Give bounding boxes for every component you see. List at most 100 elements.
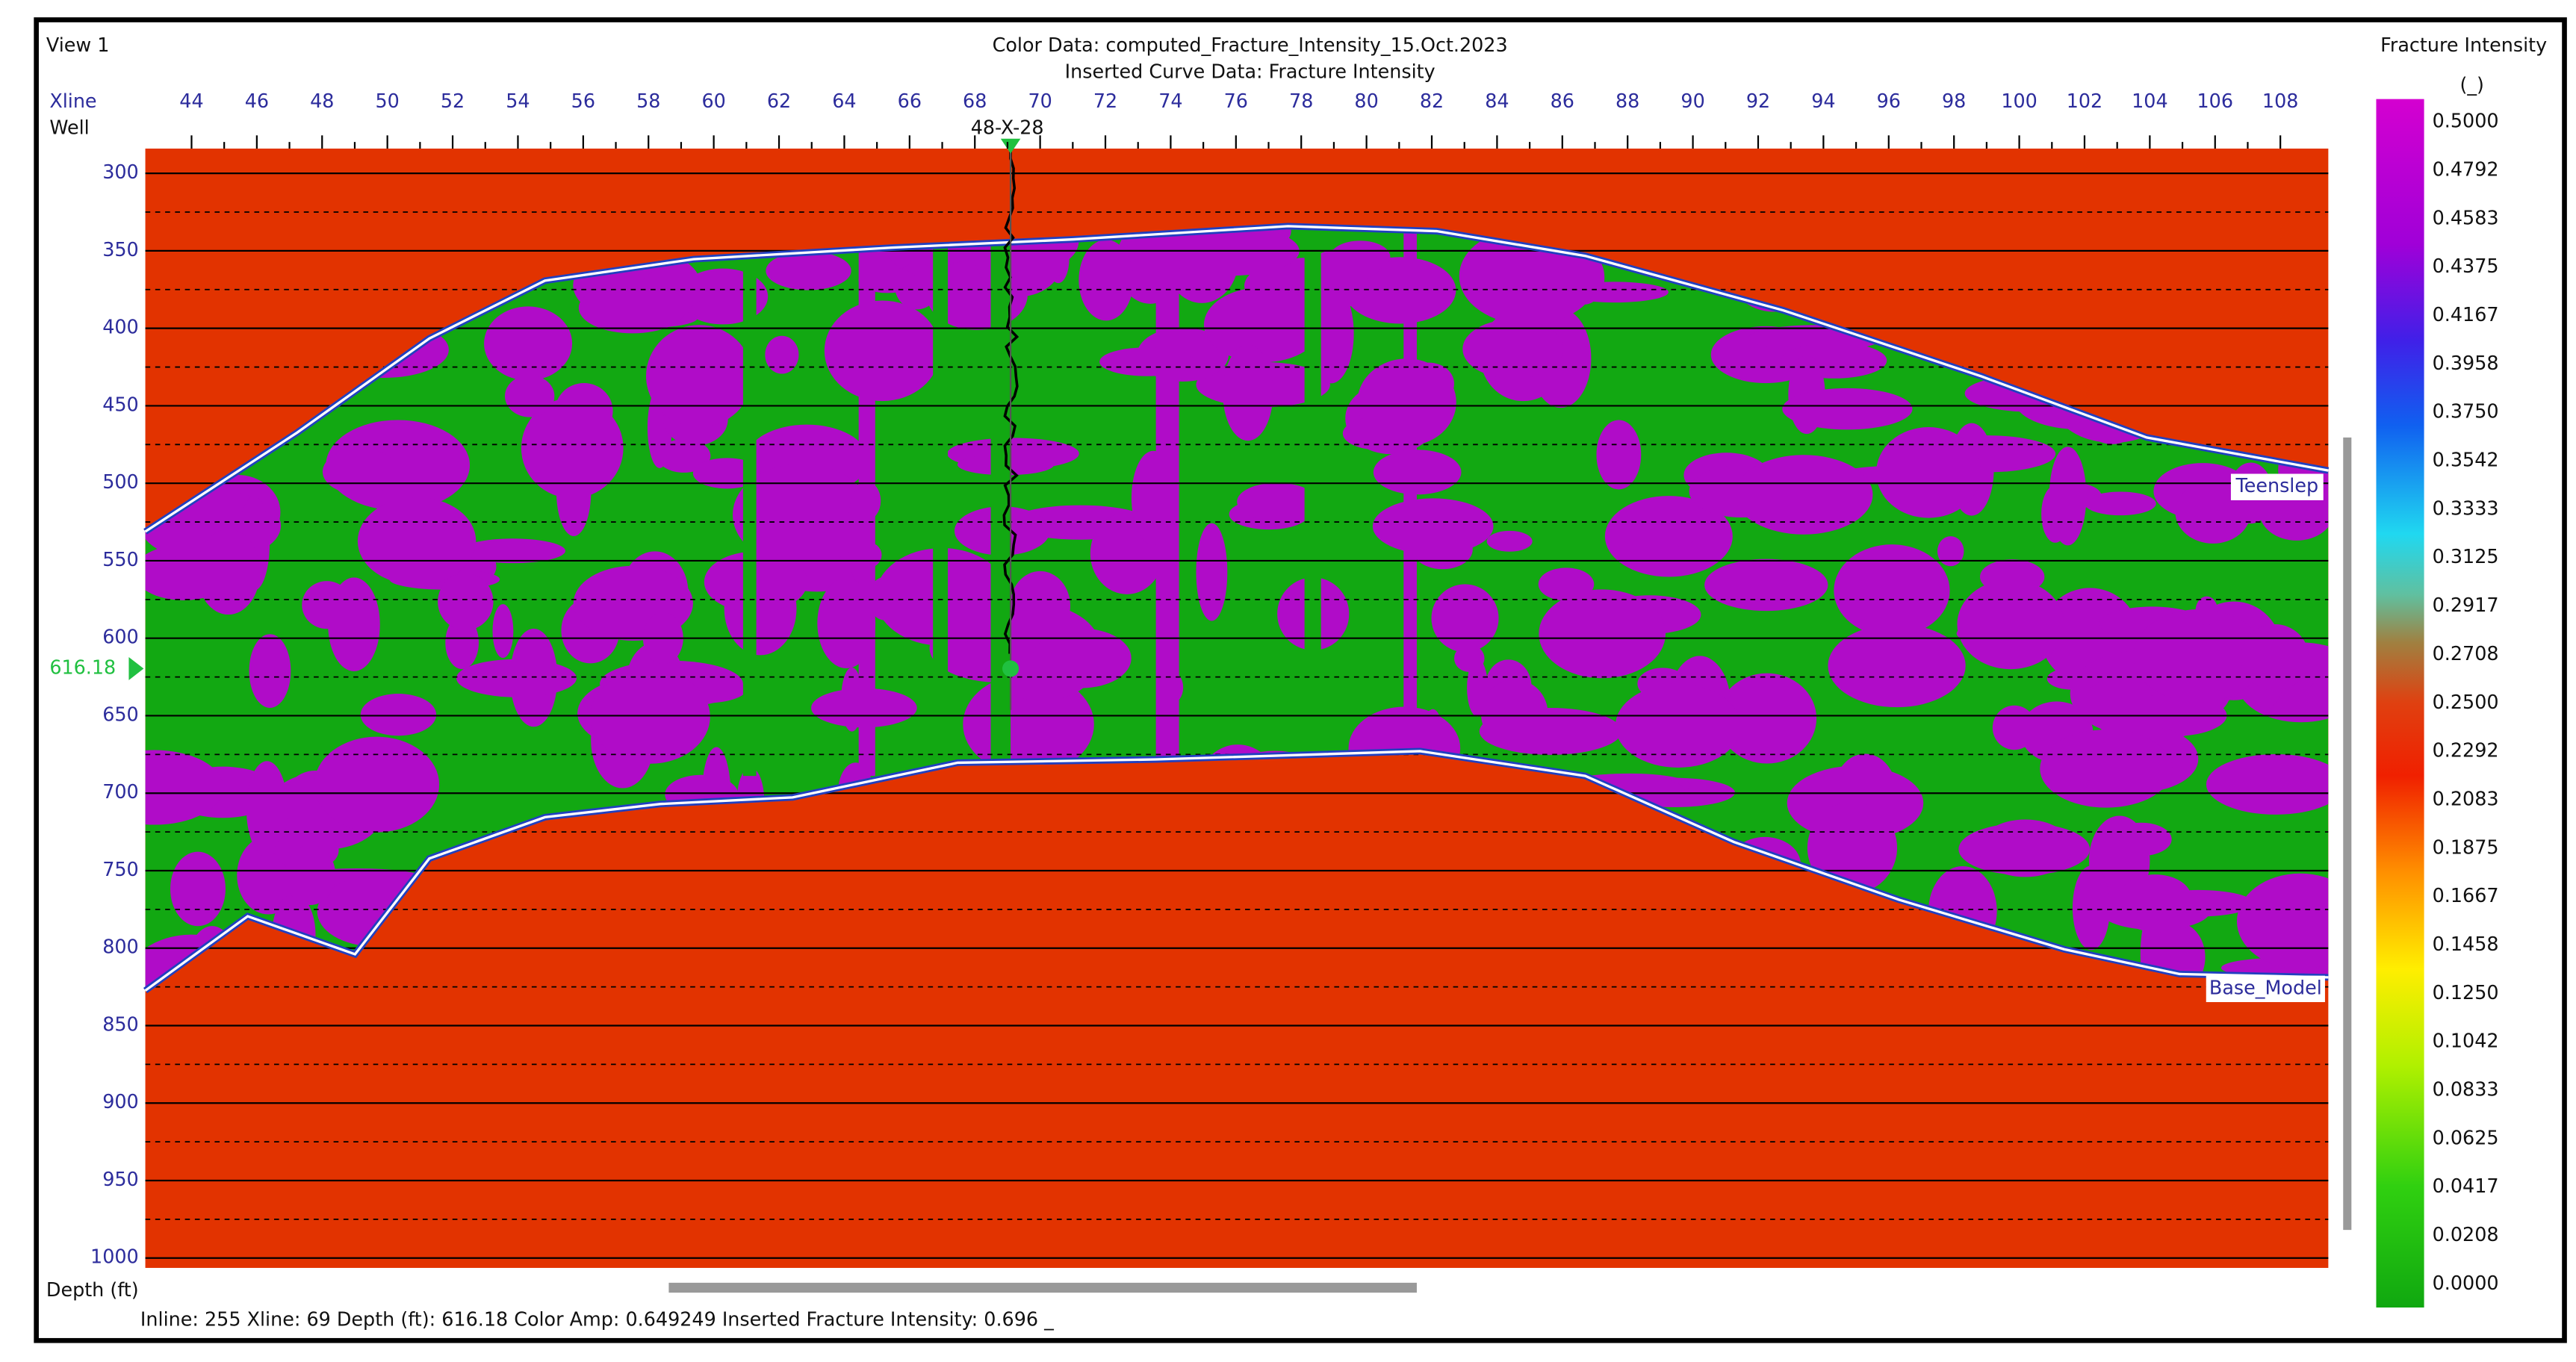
fracture-patch bbox=[1538, 568, 1595, 601]
colorbar-label: 0.0000 bbox=[2433, 1272, 2499, 1294]
fracture-patch bbox=[2133, 609, 2265, 703]
horizon-top bbox=[144, 225, 2329, 533]
fracture-patch bbox=[521, 397, 624, 499]
fracture-patch bbox=[246, 761, 288, 857]
fracture-patch bbox=[492, 604, 514, 659]
fracture-patch bbox=[1032, 628, 1132, 688]
fracture-patch bbox=[2206, 754, 2329, 815]
x-tick-label: 78 bbox=[1289, 90, 1313, 112]
depth-marker: 616.18 bbox=[49, 656, 116, 678]
y-tick-label: 350 bbox=[102, 238, 138, 261]
fracture-patch bbox=[2240, 624, 2309, 691]
fracture-patch bbox=[1237, 482, 1318, 521]
colorbar-label: 0.3125 bbox=[2433, 545, 2499, 568]
header-line: Color Data: computed_Fracture_Intensity_… bbox=[993, 34, 1508, 56]
fracture-patch bbox=[646, 325, 753, 427]
fracture-patch bbox=[1373, 450, 1462, 495]
fracture-patch bbox=[314, 736, 440, 833]
y-tick-label: 650 bbox=[102, 703, 138, 725]
x-tick-label: 88 bbox=[1616, 90, 1639, 112]
fracture-patch bbox=[1479, 707, 1622, 755]
colorbar-label: 0.2292 bbox=[2433, 739, 2499, 762]
horizon-label: Base_Model bbox=[2209, 976, 2322, 998]
x-tick-label: 94 bbox=[1811, 90, 1835, 112]
fracture-patch bbox=[1704, 559, 1828, 612]
colorbar-label: 0.3333 bbox=[2433, 497, 2499, 519]
fracture-patch bbox=[2046, 668, 2100, 690]
x-tick-label: 90 bbox=[1680, 90, 1704, 112]
v-scrollbar[interactable] bbox=[2343, 437, 2352, 1231]
x-tick-label: 92 bbox=[1746, 90, 1770, 112]
colorbar-label: 0.3958 bbox=[2433, 352, 2499, 374]
fracture-patch bbox=[1467, 659, 1488, 717]
fracture-patch bbox=[1372, 498, 1494, 555]
colorbar-label: 0.1667 bbox=[2433, 884, 2499, 907]
colorbar-label: 0.1042 bbox=[2433, 1030, 2499, 1052]
x-tick-label: 106 bbox=[2197, 90, 2233, 112]
x-tick-label: 84 bbox=[1485, 90, 1509, 112]
colorbar-label: 0.4375 bbox=[2433, 255, 2499, 277]
fracture-stripe bbox=[742, 231, 757, 777]
x-tick-label: 74 bbox=[1158, 90, 1182, 112]
colorbar-label: 0.0208 bbox=[2433, 1223, 2499, 1246]
fracture-patch bbox=[505, 375, 555, 417]
colorbar-label: 0.3542 bbox=[2433, 449, 2499, 471]
x-tick-label: 58 bbox=[636, 90, 660, 112]
fracture-patch bbox=[1596, 420, 1642, 490]
colorbar-label: 0.1875 bbox=[2433, 836, 2499, 858]
fracture-patch bbox=[1539, 589, 1666, 679]
x-tick-label: 68 bbox=[963, 90, 987, 112]
x-tick-label: 60 bbox=[701, 90, 725, 112]
fracture-patch bbox=[1937, 536, 1964, 567]
fracture-patch bbox=[1957, 579, 2064, 670]
view-title: View 1 bbox=[46, 34, 110, 56]
colorbar-label: 0.2917 bbox=[2433, 594, 2499, 616]
x-tick-label: 62 bbox=[767, 90, 791, 112]
colorbar bbox=[2376, 99, 2424, 1308]
fracture-patch bbox=[484, 306, 573, 381]
fracture-patch bbox=[360, 694, 437, 736]
x-tick-label: 108 bbox=[2262, 90, 2299, 112]
y-tick-label: 300 bbox=[102, 161, 138, 183]
x-tick-label: 46 bbox=[245, 90, 269, 112]
colorbar-label: 0.3750 bbox=[2433, 400, 2499, 423]
fracture-patch bbox=[1876, 427, 1981, 518]
colorbar-label: 0.0833 bbox=[2433, 1078, 2499, 1101]
fracture-patch bbox=[765, 335, 799, 374]
x-tick-label: 102 bbox=[2067, 90, 2102, 112]
header-line: Inserted Curve Data: Fracture Intensity bbox=[1065, 60, 1436, 82]
x-tick-label: 44 bbox=[179, 90, 203, 112]
fracture-patch bbox=[1717, 673, 1817, 764]
y-tick-label: 600 bbox=[102, 626, 138, 648]
well-name: 48-X-28 bbox=[971, 116, 1044, 138]
fracture-patch bbox=[2236, 873, 2329, 969]
fracture-patch bbox=[285, 845, 336, 906]
fracture-stripe bbox=[1155, 231, 1179, 777]
colorbar-label: 0.4792 bbox=[2433, 158, 2499, 180]
fracture-patch bbox=[1078, 240, 1134, 321]
fracture-patch bbox=[1462, 319, 1564, 379]
x-tick-label: 48 bbox=[310, 90, 334, 112]
x-tick-label: 52 bbox=[441, 90, 465, 112]
fracture-patch bbox=[1196, 523, 1228, 621]
well-label: Well bbox=[49, 116, 89, 138]
x-tick-label: 66 bbox=[898, 90, 922, 112]
x-tick-label: 54 bbox=[506, 90, 530, 112]
x-tick-label: 86 bbox=[1551, 90, 1574, 112]
y-tick-label: 450 bbox=[102, 393, 138, 415]
fracture-patch bbox=[1099, 347, 1195, 376]
fracture-patch bbox=[2072, 865, 2110, 951]
depth-cursor bbox=[1002, 660, 1019, 677]
y-tick-label: 400 bbox=[102, 316, 138, 338]
fracture-patch bbox=[1782, 388, 1913, 430]
x-tick-label: 72 bbox=[1093, 90, 1117, 112]
fracture-patch bbox=[2195, 596, 2218, 626]
fracture-patch bbox=[1203, 287, 1322, 363]
well-head bbox=[1000, 138, 1021, 154]
fracture-patch bbox=[578, 282, 687, 334]
h-scrollbar[interactable] bbox=[668, 1282, 1417, 1293]
fracture-stripe bbox=[933, 231, 949, 777]
fracture-patch bbox=[1486, 530, 1533, 552]
